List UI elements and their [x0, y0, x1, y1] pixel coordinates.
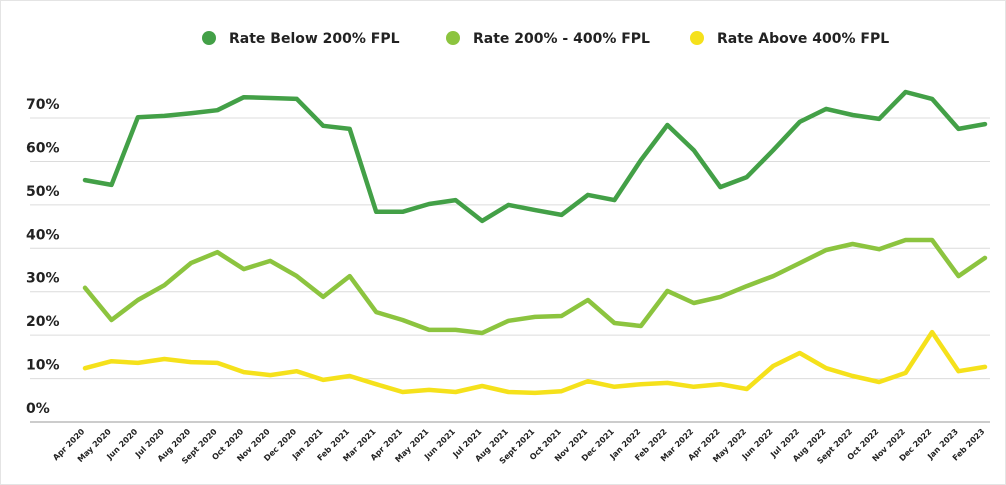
series-line — [82, 89, 988, 224]
legend-swatch — [690, 31, 704, 45]
y-tick-label: 40% — [26, 227, 60, 243]
series-line — [82, 237, 988, 336]
y-tick-label: 60% — [26, 140, 60, 156]
legend-label: Rate Above 400% FPL — [717, 31, 889, 47]
legend-label: Rate Below 200% FPL — [229, 31, 400, 47]
y-tick-label: 0% — [26, 401, 50, 417]
series-line — [82, 329, 988, 396]
legend-label: Rate 200% - 400% FPL — [473, 31, 650, 47]
y-tick-label: 20% — [26, 314, 60, 330]
y-tick-label: 70% — [26, 97, 60, 113]
legend-swatch — [446, 31, 460, 45]
y-tick-label: 30% — [26, 271, 60, 287]
legend-swatch — [202, 31, 216, 45]
y-tick-label: 50% — [26, 184, 60, 200]
y-tick-label: 10% — [26, 358, 60, 374]
